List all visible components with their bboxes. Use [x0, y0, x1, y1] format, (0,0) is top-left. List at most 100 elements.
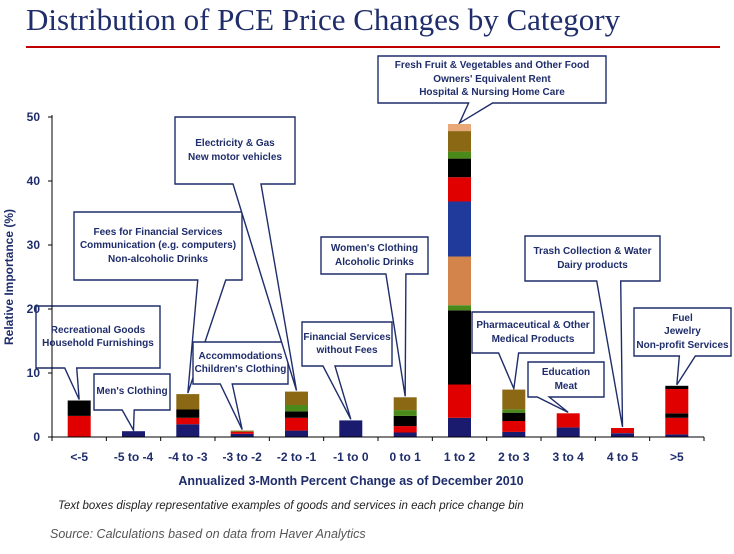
bar-3-segment-0: [230, 433, 254, 437]
x-tick-label-6: 0 to 1: [389, 450, 421, 464]
callout-1-2-shape: [377, 55, 607, 125]
callout-1-2-line-1: Owners' Equivalent Rent: [433, 73, 551, 85]
callout-0-1-shape: [320, 236, 429, 397]
bar-7-segment-5: [448, 201, 471, 257]
title-underline: [26, 46, 720, 48]
y-axis-label: Relative Importance (%): [2, 209, 16, 345]
callout-gt5-shape: [633, 307, 732, 386]
bar-0-segment-1: [67, 400, 91, 416]
y-tick-label-0: 0: [33, 430, 40, 444]
callout-minus2-minus1: Electricity & Gas New motor vehicles: [175, 137, 295, 164]
x-tick-label-8: 2 to 3: [498, 450, 530, 464]
bar-4-segment-3: [285, 405, 308, 412]
bar-7-segment-7: [448, 158, 471, 178]
y-tick-label-4: 40: [27, 174, 41, 188]
callout-2-3-line-1: Medical Products: [491, 333, 575, 345]
bar-8-segment-4: [502, 389, 526, 410]
bar-8-segment-3: [502, 409, 526, 413]
bars: [67, 124, 689, 437]
callout-gt5: Fuel Jewelry Non-profit Services: [634, 312, 731, 353]
source-note: Source: Calculations based on data from …: [50, 527, 366, 541]
x-tick-label-2: -4 to -3: [168, 450, 208, 464]
footnote: Text boxes display representative exampl…: [58, 500, 524, 512]
bar-7-segment-10: [448, 124, 471, 131]
bar-6-segment-4: [393, 397, 417, 411]
x-tick-label-0: <-5: [70, 450, 88, 464]
y-tick-label-1: 10: [27, 366, 41, 380]
bar-7-segment-9: [448, 131, 471, 152]
x-tick-label-4: -2 to -1: [277, 450, 317, 464]
callout-minus5-minus4-shape: [93, 373, 171, 433]
bar-3-segment-2: [230, 430, 254, 432]
y-tick-label-2: 20: [27, 302, 41, 316]
callout-3-4-line-0: Education: [541, 367, 591, 378]
callout-0-1-line-1: Alcoholic Drinks: [335, 256, 414, 268]
bar-7-segment-0: [448, 417, 471, 437]
x-tick-label-5: -1 to 0: [333, 450, 369, 464]
bar-10-segment-0: [611, 433, 634, 437]
callout-0-1: Women's Clothing Alcoholic Drinks: [321, 242, 428, 269]
bar-7-segment-6: [448, 177, 471, 202]
callout-minus4-minus3-line-2: Non-alcoholic Drinks: [107, 253, 208, 265]
bar-11-segment-2: [665, 413, 689, 418]
chart-title: Distribution of PCE Price Changes by Cat…: [26, 2, 621, 37]
bar-3-segment-1: [230, 431, 254, 434]
bar-2-segment-0: [176, 424, 200, 437]
bar-2-segment-1: [176, 417, 200, 425]
callout-lt-minus5-line-0: Recreational Goods: [50, 324, 146, 336]
callout-minus2-minus1-shape: [174, 116, 298, 391]
bar-11-segment-1: [665, 417, 689, 435]
x-tick-label-1: -5 to -4: [114, 450, 154, 464]
callout-0-1-line-0: Women's Clothing: [330, 243, 419, 254]
callout-minus2-minus1-line-1: New motor vehicles: [188, 151, 282, 163]
callout-lt-minus5-line-1: Household Furnishings: [42, 338, 154, 349]
bar-8-segment-1: [502, 421, 526, 432]
bar-9-segment-0: [556, 427, 580, 437]
x-axis-label: Annualized 3-Month Percent Change as of …: [178, 474, 523, 488]
bar-6-segment-2: [393, 415, 417, 427]
callout-3-4: Education Meat: [528, 366, 604, 393]
bar-8-segment-0: [502, 431, 526, 437]
callout-3-4-line-1: Meat: [554, 380, 578, 392]
bar-4-segment-0: [285, 430, 308, 437]
bar-6-segment-1: [393, 426, 417, 433]
bar-8-segment-2: [502, 412, 526, 421]
x-tick-label-7: 1 to 2: [444, 450, 476, 464]
callout-1-2-line-0: Fresh Fruit & Vegetables and Other Food: [394, 60, 590, 72]
bar-7-segment-1: [448, 384, 471, 418]
bar-0-segment-0: [67, 415, 91, 437]
callout-gt5-line-0: Fuel: [672, 312, 693, 324]
callout-1-2: Fresh Fruit & Vegetables and Other Food O…: [378, 59, 606, 100]
callout-minus5-minus4: Men's Clothing: [94, 385, 170, 399]
bar-7-segment-2: [448, 310, 471, 385]
callout-minus3-minus2: Accommodations Children's Clothing: [193, 350, 288, 377]
bar-11-segment-0: [665, 434, 689, 437]
callout-2-3-line-0: Pharmaceutical & Other: [476, 320, 590, 331]
bar-11-segment-3: [665, 389, 689, 414]
callout-2-3: Pharmaceutical & Other Medical Products: [472, 319, 594, 346]
callout-4-5-line-1: Dairy products: [557, 259, 628, 271]
x-tick-label-9: 3 to 4: [552, 450, 584, 464]
callout-minus2-minus1-line-0: Electricity & Gas: [195, 138, 275, 149]
bar-7-segment-3: [448, 305, 471, 311]
callout-4-5-line-0: Trash Collection & Water: [533, 246, 652, 257]
x-tick-label-11: >5: [670, 450, 684, 464]
callout-minus1-0-line-1: without Fees: [316, 345, 378, 356]
callout-minus1-0-shape: [301, 321, 393, 420]
callout-minus1-0: Financial Services without Fees: [302, 331, 392, 358]
y-tick-label-5: 50: [27, 110, 41, 124]
callout-lt-minus5: Recreational Goods Household Furnishings: [36, 324, 160, 351]
x-tick-label-10: 4 to 5: [607, 450, 639, 464]
bar-4-segment-2: [285, 411, 308, 418]
callout-gt5-line-1: Jewelry: [664, 326, 701, 338]
callout-minus3-minus2-line-1: Children's Clothing: [194, 364, 287, 375]
bar-6-segment-0: [393, 432, 417, 437]
bar-1-segment-0: [122, 431, 145, 437]
bar-9-segment-1: [556, 413, 580, 428]
y-tick-label-3: 30: [27, 238, 41, 252]
callout-minus4-minus3-line-0: Fees for Financial Services: [93, 226, 223, 238]
callout-minus1-0-line-0: Financial Services: [303, 331, 391, 343]
callout-lt-minus5-shape: [35, 305, 161, 400]
callout-minus4-minus3: Fees for Financial Services Communication…: [74, 226, 242, 267]
callout-shapes: [35, 55, 732, 433]
